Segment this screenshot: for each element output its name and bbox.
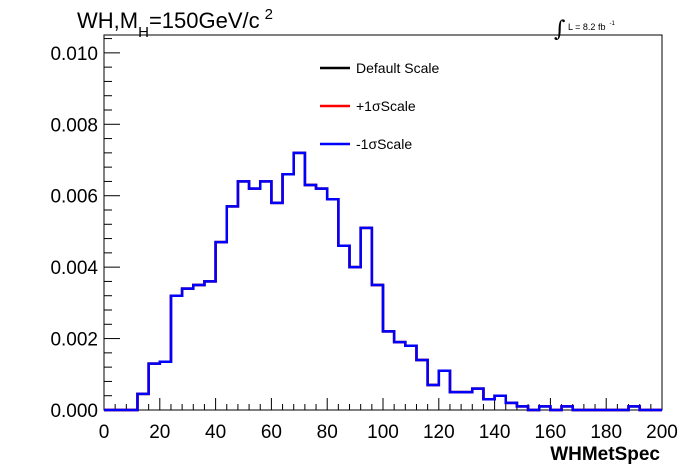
y-tick-label: 0.000 (50, 401, 98, 422)
x-axis-title: WHMetSpec (550, 444, 660, 465)
title-superscript: 2 (265, 6, 273, 23)
y-tick-label: 0.010 (50, 44, 98, 65)
x-tick-label: 140 (479, 422, 511, 443)
histogram-series-3 (104, 151, 662, 412)
lumi-label: L = 8.2 fb -1 (568, 21, 615, 32)
series-layer (104, 151, 662, 412)
x-tick-label: 20 (149, 422, 170, 443)
title-main: =150GeV/c (149, 8, 260, 33)
y-axis-tick-labels: 0.000 0.002 0.004 0.006 0.008 0.010 (50, 44, 98, 422)
x-tick-label: 60 (261, 422, 282, 443)
x-tick-label: 180 (590, 422, 622, 443)
y-tick-label: 0.006 (50, 187, 98, 208)
x-axis-tick-labels: 0 20 40 60 80 100 120 140 160 180 200 (99, 422, 678, 443)
lumi-superscript: -1 (609, 21, 615, 27)
chart-title: WH,MH=150GeV/c 2 (77, 6, 273, 41)
histogram-series-1 (104, 151, 662, 412)
x-tick-label: 0 (99, 422, 110, 443)
title-prefix: WH,M (77, 8, 138, 33)
x-tick-label: 100 (367, 422, 399, 443)
x-tick-label: 160 (535, 422, 567, 443)
plot-frame (103, 34, 663, 411)
y-axis-ticks (104, 38, 120, 411)
x-axis-ticks (103, 398, 663, 410)
x-tick-label: 120 (423, 422, 455, 443)
x-tick-label: 40 (205, 422, 226, 443)
lumi-text: L = 8.2 fb (568, 22, 605, 32)
x-tick-label: 200 (646, 422, 678, 443)
legend-label: +1σScale (356, 98, 416, 114)
title-subscript: H (138, 24, 149, 41)
lumi-integral: ∫ (554, 17, 566, 42)
legend: Default Scale +1σScale -1σScale (320, 60, 439, 152)
y-tick-label: 0.008 (50, 115, 98, 136)
y-tick-label: 0.002 (50, 330, 98, 351)
histogram-series-2 (104, 151, 662, 412)
y-tick-label: 0.004 (50, 258, 98, 279)
legend-label: -1σScale (356, 136, 412, 152)
legend-label: Default Scale (356, 60, 439, 76)
x-tick-label: 80 (317, 422, 338, 443)
